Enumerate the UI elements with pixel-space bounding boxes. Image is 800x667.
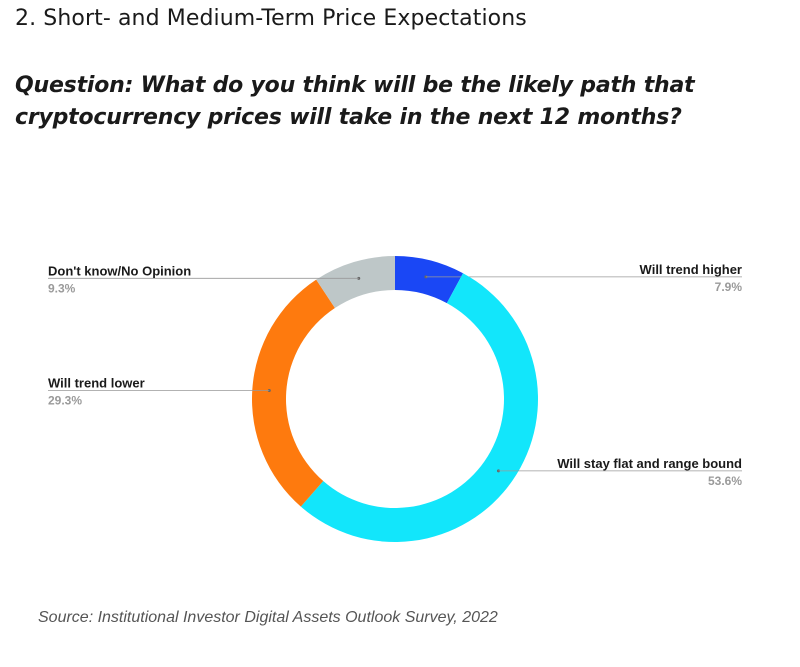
slice-will-trend-higher (395, 256, 464, 304)
section-heading: 2. Short- and Medium-Term Price Expectat… (15, 6, 527, 31)
survey-question: Question: What do you think will be the … (15, 73, 695, 130)
slice-label-will-stay-flat-and-range-bound: Will stay flat and range bound (557, 456, 742, 471)
slice-don-t-know-no-opinion (316, 256, 395, 309)
slice-will-trend-lower (252, 279, 335, 507)
slice-value-don-t-know-no-opinion: 9.3% (48, 281, 76, 295)
slice-label-will-trend-lower: Will trend lower (48, 376, 145, 391)
source-caption: Source: Institutional Investor Digital A… (38, 609, 498, 626)
slice-will-stay-flat-and-range-bound (300, 273, 539, 543)
slice-value-will-trend-lower: 29.3% (48, 394, 82, 408)
slice-label-don-t-know-no-opinion: Don't know/No Opinion (48, 263, 191, 278)
slice-label-will-trend-higher: Will trend higher (640, 262, 742, 277)
slice-value-will-stay-flat-and-range-bound: 53.6% (708, 474, 742, 488)
slice-value-will-trend-higher: 7.9% (715, 280, 743, 294)
